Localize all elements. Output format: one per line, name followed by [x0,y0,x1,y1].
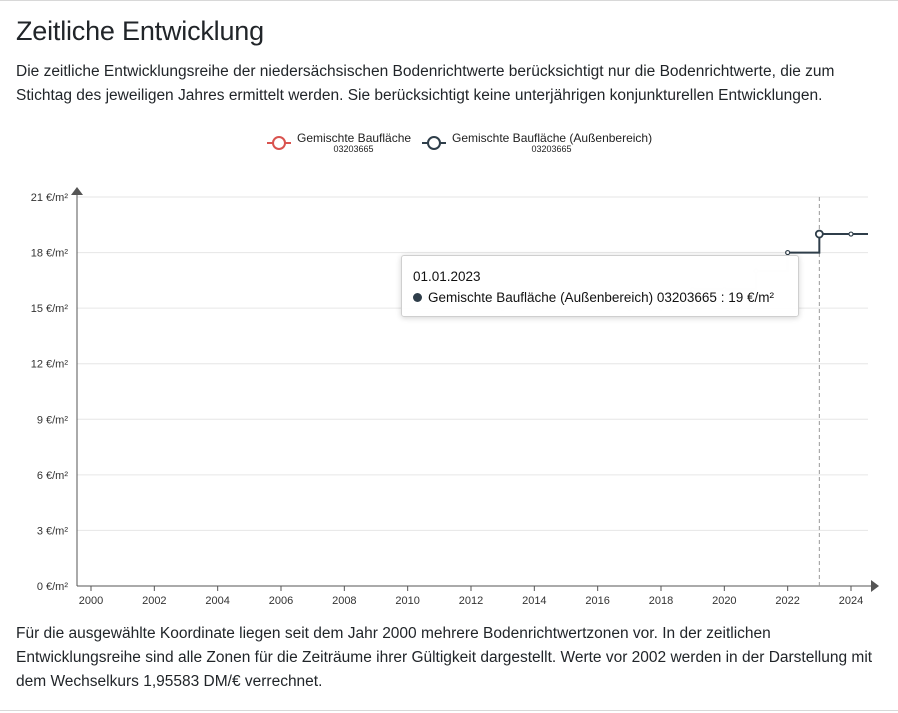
x-tick-label: 2016 [585,595,609,607]
y-tick-label: 18 €/m² [31,248,69,260]
tooltip-value: 19 €/m² [728,290,774,305]
highlighted-data-point [814,229,824,239]
x-tick-label: 2004 [205,595,229,607]
chart-axes: 0 €/m² 3 €/m² 6 €/m² 9 €/m² 12 €/m² 15 €/m² 18… [31,187,879,607]
series-line-aussenbereich [787,233,868,254]
x-tick-label: 2006 [269,595,293,607]
x-tick-label: 2024 [839,595,863,607]
chart-tooltip: 01.01.2023 Gemischte Baufläche (Außenber… [401,255,799,317]
y-tick-label: 12 €/m² [31,359,69,371]
chart-grid [77,196,868,531]
legend-marker [427,136,441,150]
legend-label: Gemischte Baufläche [297,131,411,145]
x-tick-label: 2012 [459,595,483,607]
legend-sublabel: 03203665 [333,144,373,154]
data-point [848,231,854,237]
x-tick-label: 2020 [712,595,736,607]
y-tick-label: 9 €/m² [37,414,69,426]
x-tick-label: 2018 [649,595,673,607]
x-axis-arrow [871,580,879,592]
legend-marker [272,136,286,150]
tooltip-series-name: Gemischte Baufläche (Außenbereich) 03203… [428,290,717,305]
y-tick-label: 15 €/m² [31,303,69,315]
y-tick-label: 6 €/m² [37,470,69,482]
y-tick-label: 3 €/m² [37,525,69,537]
x-tick-label: 2000 [79,595,103,607]
tooltip-date: 01.01.2023 [413,269,481,284]
y-tick-label: 21 €/m² [31,192,69,204]
y-tick-label: 0 €/m² [37,581,69,593]
x-tick-label: 2010 [395,595,419,607]
x-tick-label: 2002 [142,595,166,607]
data-point [785,249,791,256]
x-tick-label: 2008 [332,595,356,607]
legend-sublabel: 03203665 [531,144,571,154]
top-divider [0,0,898,1]
intro-text: Die zeitliche Entwicklungsreihe der nied… [16,63,835,104]
x-tick-label: 2022 [775,595,799,607]
y-axis-arrow [71,187,83,195]
section-title: Zeitliche Entwicklung [16,16,264,46]
legend-label: Gemischte Baufläche (Außenbereich) [452,131,652,145]
bottom-divider [0,710,898,711]
x-tick-label: 2014 [522,595,546,607]
footer-text: Für die ausgewählte Koordinate liegen se… [16,625,873,690]
tooltip-row: Gemischte Baufläche (Außenbereich) 03203… [413,290,774,305]
tooltip-series-dot [413,293,422,302]
